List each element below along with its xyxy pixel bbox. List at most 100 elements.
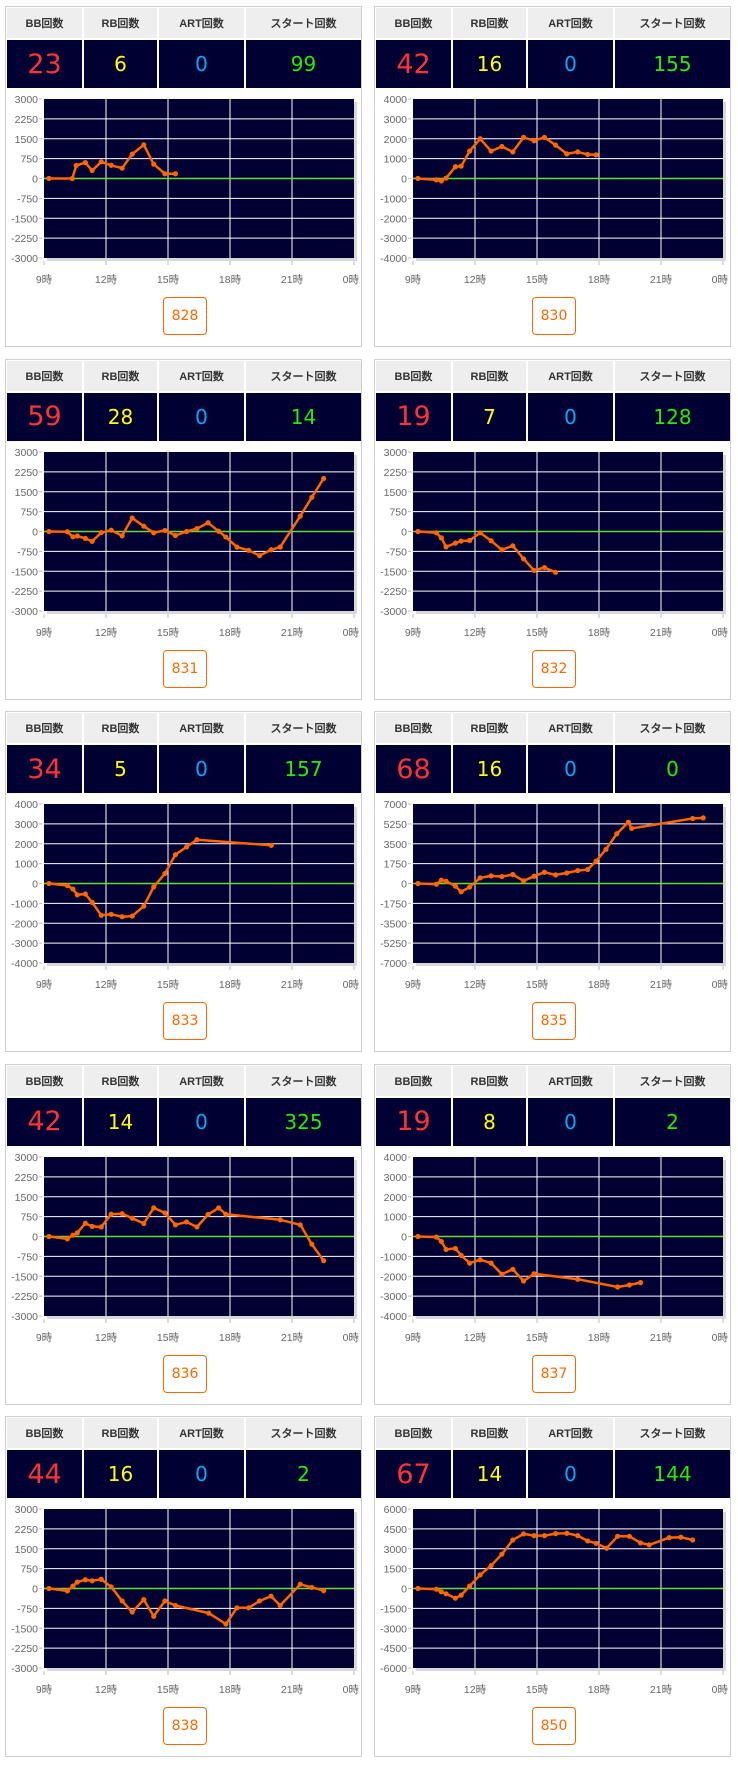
data-point [74,532,80,539]
x-tick-label: 18時 [588,979,611,991]
data-point [564,870,570,876]
x-tick-label: 12時 [95,274,118,286]
data-point [321,1588,327,1594]
y-tick-label: -1500 [11,1271,38,1283]
x-tick-label: 12時 [464,979,487,991]
data-point [82,1220,88,1226]
y-tick-label: 3000 [15,94,39,106]
data-point [564,151,570,157]
data-point [89,899,95,905]
rb-count: 8 [452,1095,528,1146]
data-point [637,1279,644,1285]
data-point [297,513,303,519]
y-tick-label: -1500 [380,1603,407,1615]
x-tick-label: 18時 [588,1684,611,1696]
data-point [531,873,537,879]
header-art: ART回数 [158,8,246,39]
header-start: スタート回数 [245,360,361,392]
data-point [438,1589,444,1595]
data-point [268,1593,274,1599]
y-tick-label: -6000 [380,1663,407,1675]
data-point [309,1241,315,1247]
rb-count: 6 [83,38,159,88]
machine-number-button[interactable]: 838 [163,1707,207,1745]
data-point [223,1621,229,1627]
data-point [585,866,591,873]
data-point [499,143,505,150]
y-tick-label: 6000 [384,1504,408,1516]
x-tick-label: 18時 [588,274,611,286]
data-point [499,873,505,880]
bb-count: 67 [376,1448,453,1498]
data-point [531,1270,537,1276]
data-point [443,543,449,549]
x-tick-label: 9時 [36,979,53,991]
y-tick-label: 2250 [15,114,39,126]
y-tick-label: 0 [32,879,38,891]
data-point [690,1537,696,1543]
data-point [108,911,114,917]
machine-card: BB回数 RB回数 ART回数 スタート回数 19 7 0 128 832 3000 2250 150… [374,358,731,700]
art-count: 0 [527,743,615,793]
y-tick-label: 0 [401,526,407,538]
data-point [520,1277,527,1284]
machine-number-button[interactable]: 836 [163,1354,207,1393]
machine-card: BB回数 RB回数 ART回数 スタート回数 42 16 0 155 830 4000 3000 20… [374,6,731,347]
slump-chart: 7000 5250 3500 1750 0 -1750 -3500 -5250 -7000 9時 1… [380,799,728,991]
data-point [467,1260,473,1266]
y-tick-label: -4500 [380,1643,407,1655]
bb-count: 59 [7,390,84,441]
data-point [205,1211,211,1217]
machine-number-button[interactable]: 833 [163,1002,207,1040]
x-tick-label: 15時 [157,1684,180,1696]
data-point [575,867,581,874]
x-tick-label: 12時 [95,1684,118,1696]
y-tick-label: 750 [20,1211,38,1223]
data-point [172,532,179,538]
slump-chart: 3000 2250 1500 750 0 -750 -1500 -2250 -3000 9時 12時… [11,1152,359,1344]
x-tick-label: 9時 [405,274,422,286]
x-tick-label: 21時 [650,627,673,639]
machine-number-button[interactable]: 830 [532,297,576,335]
data-point [268,842,274,848]
y-tick-label: -3000 [11,938,38,950]
data-point [108,1584,114,1590]
machine-number-button[interactable]: 835 [532,1002,576,1040]
data-point [646,1542,652,1548]
machine-number-button[interactable]: 850 [532,1707,576,1745]
data-point [70,533,76,539]
data-point [223,533,229,540]
slump-chart: 3000 2250 1500 750 0 -750 -1500 -2250 -3000 9時 12時… [11,1504,359,1696]
data-point [162,527,168,533]
y-tick-label: 0 [32,1231,38,1243]
data-point [46,528,52,534]
rb-count: 7 [452,390,528,441]
machine-number-button[interactable]: 832 [532,649,576,688]
y-tick-label: 1500 [15,1191,39,1203]
header-rb: RB回数 [83,713,159,744]
y-tick-label: 0 [401,1584,407,1596]
y-tick-label: -3000 [380,1291,407,1303]
machine-number-button[interactable]: 831 [163,649,207,688]
x-tick-label: 9時 [405,979,422,991]
header-start: スタート回数 [614,360,730,392]
stats-table: BB回数 RB回数 ART回数 スタート回数 42 16 0 155 [376,8,730,88]
machine-card: BB回数 RB回数 ART回数 スタート回数 59 28 0 14 831 3000 2250 150… [5,358,362,700]
machine-number-button[interactable]: 828 [163,297,207,335]
y-tick-label: 0 [401,1231,407,1243]
data-point [615,1283,621,1290]
y-tick-label: 0 [401,879,407,891]
data-point [433,1586,439,1592]
stats-table: BB回数 RB回数 ART回数 スタート回数 67 14 0 144 [376,1418,730,1498]
data-point [510,1266,516,1272]
y-tick-label: -2250 [11,1291,38,1303]
y-tick-label: 2250 [384,466,408,478]
data-point [438,534,444,540]
data-point [216,528,222,534]
data-point [321,1257,327,1263]
machine-number-button[interactable]: 837 [532,1354,576,1393]
header-start: スタート回数 [245,1418,361,1449]
y-tick-label: 0 [32,526,38,538]
data-point [458,1252,464,1258]
data-point [415,1585,421,1592]
